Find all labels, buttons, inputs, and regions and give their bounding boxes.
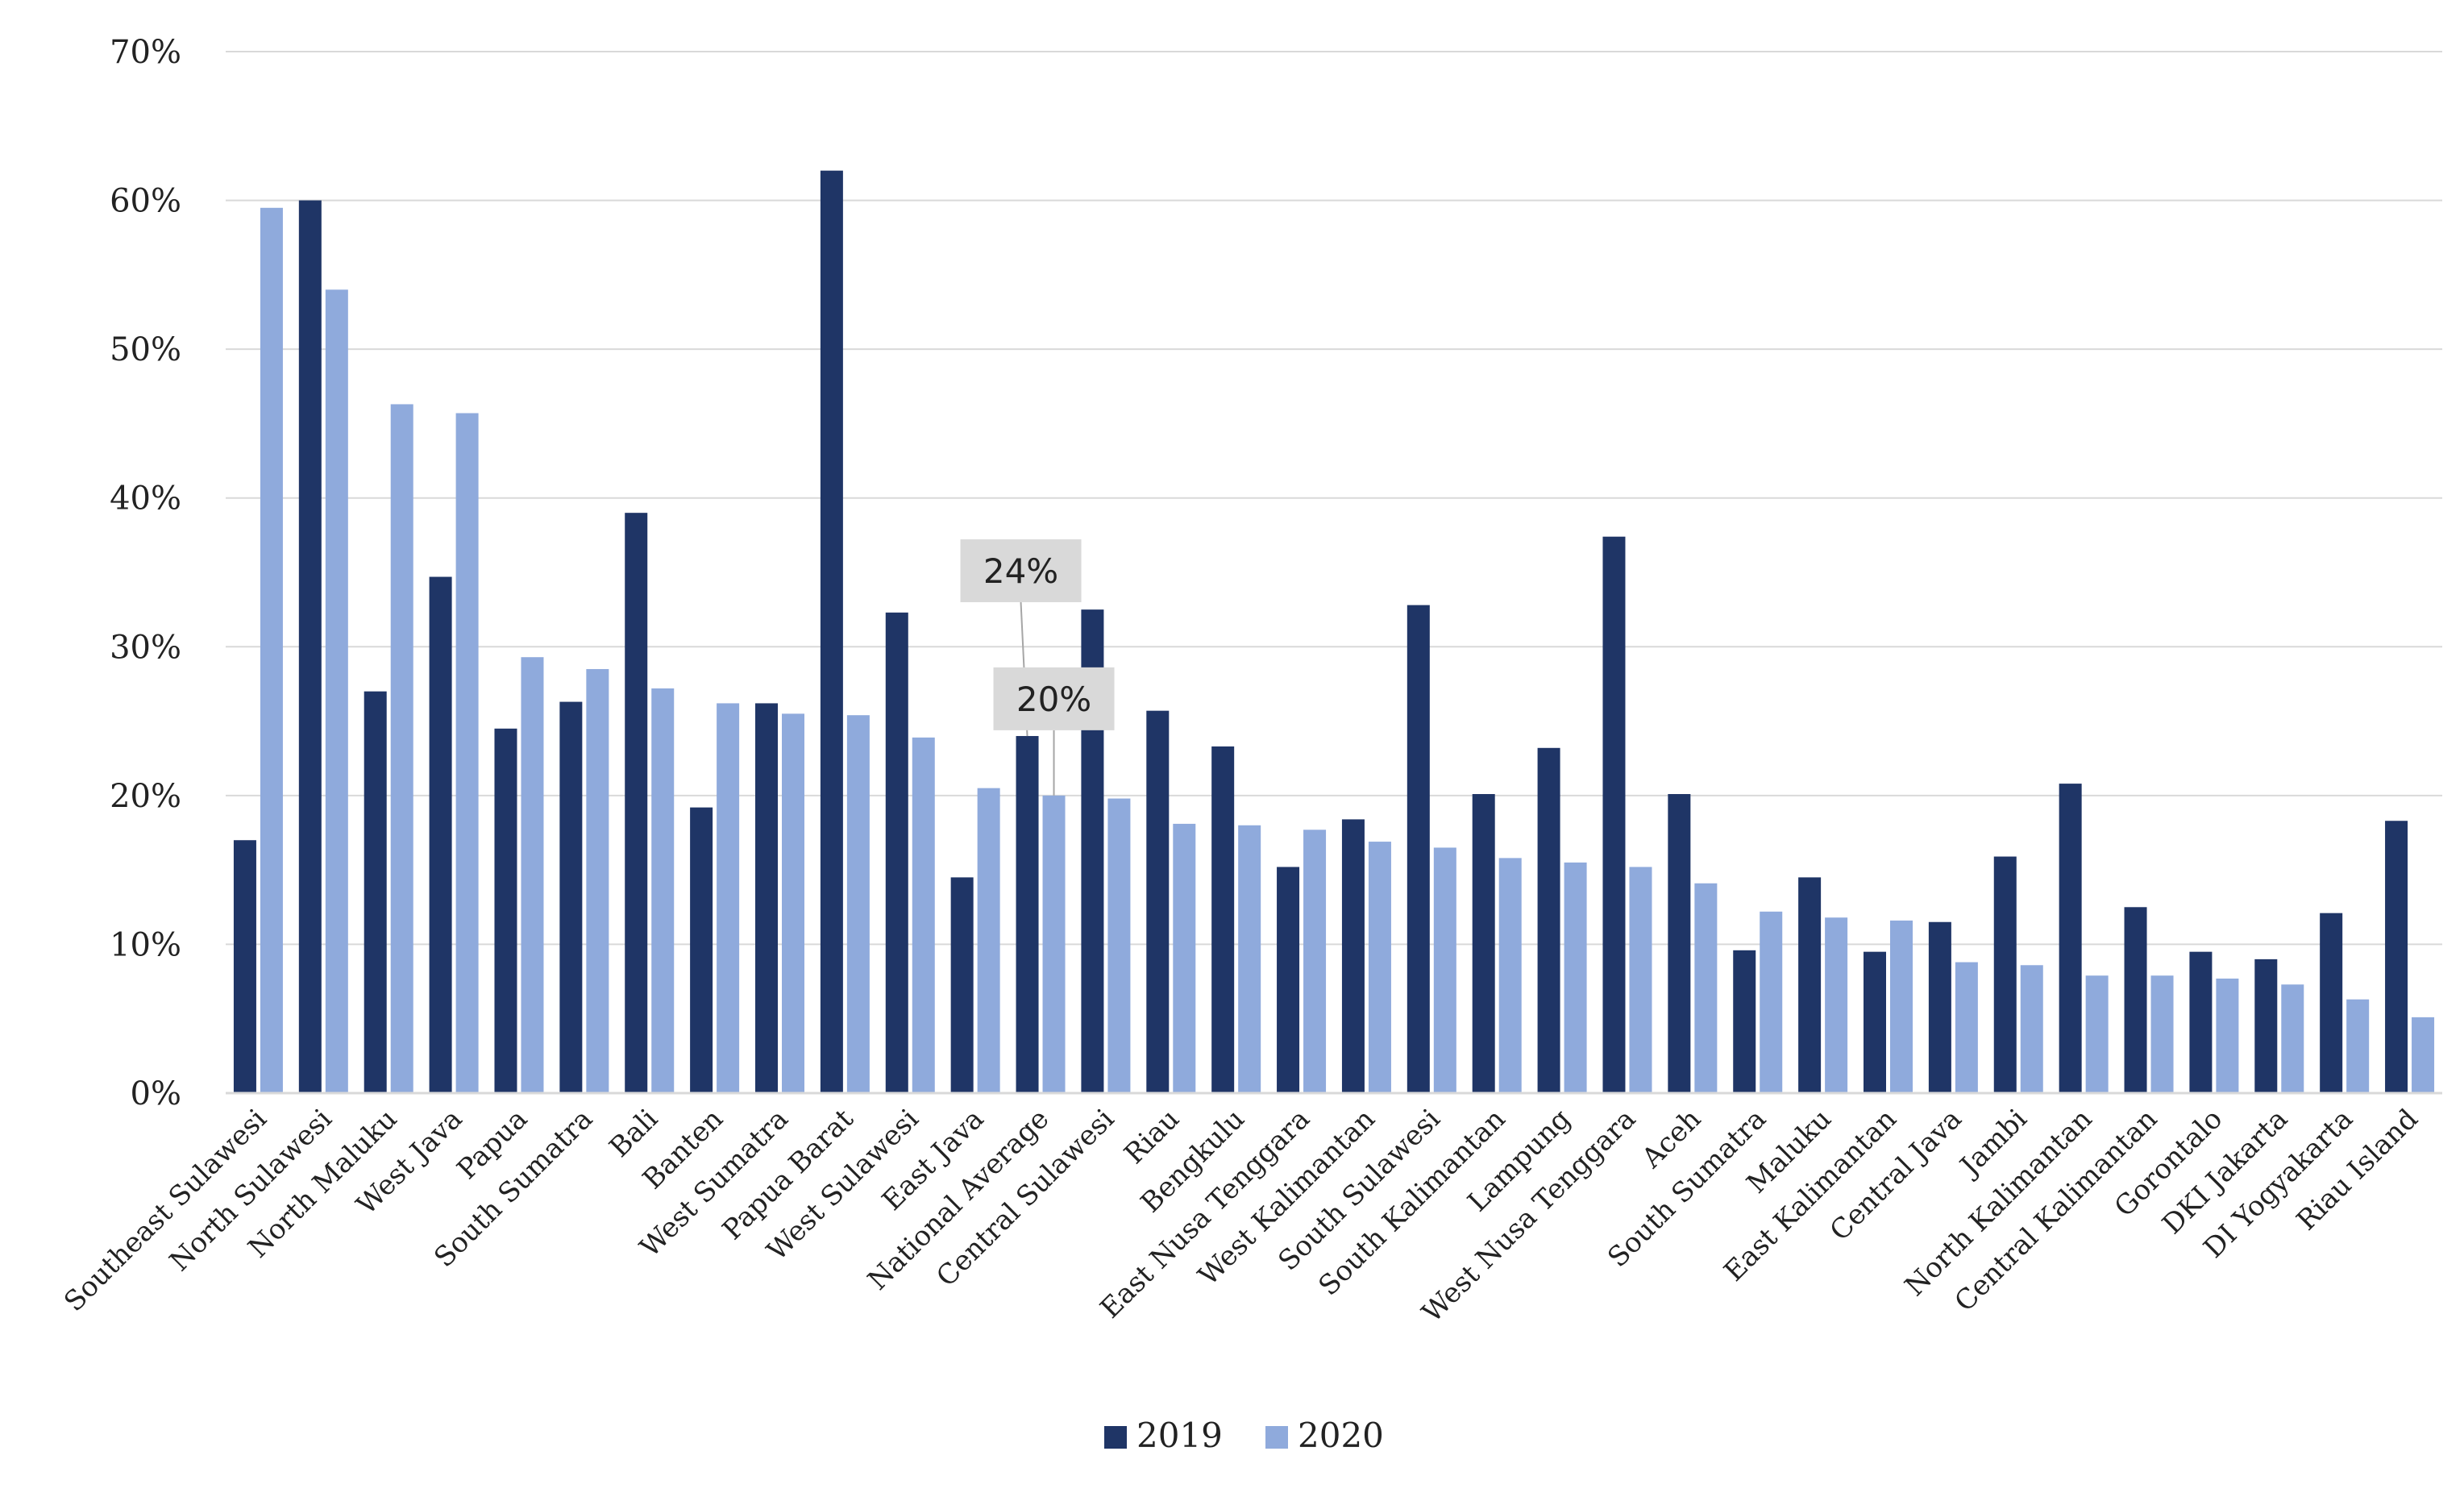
bar-2020 bbox=[260, 207, 283, 1093]
bar-2019 bbox=[2254, 958, 2278, 1093]
bar-2019 bbox=[1864, 951, 1886, 1093]
bar-2020 bbox=[912, 737, 935, 1093]
bar-2020 bbox=[1042, 795, 1066, 1093]
bar-2019 bbox=[429, 576, 452, 1093]
bar-2019 bbox=[1602, 536, 1626, 1093]
bar-2019 bbox=[1798, 877, 1822, 1093]
data-callouts: 24% 20% bbox=[960, 539, 1115, 796]
bar-2020 bbox=[651, 688, 675, 1093]
bar-2019 bbox=[1537, 747, 1560, 1093]
bar-2019 bbox=[1407, 605, 1430, 1093]
callout-box bbox=[993, 667, 1115, 730]
bar-2019 bbox=[1341, 819, 1365, 1093]
bar-2019 bbox=[2320, 913, 2343, 1093]
y-tick-label: 60% bbox=[110, 183, 181, 220]
callout-label: 20% bbox=[1016, 680, 1091, 719]
callout-label: 24% bbox=[983, 551, 1058, 591]
y-axis-tick-labels: 0% 10% 20% 30% 40% 50% 60% 70% bbox=[110, 34, 181, 1112]
y-tick-label: 30% bbox=[110, 629, 181, 666]
bar-2019 bbox=[298, 200, 322, 1094]
bar-2020 bbox=[586, 668, 609, 1093]
bar-2020 bbox=[1173, 823, 1196, 1093]
y-tick-label: 10% bbox=[110, 926, 181, 963]
bar-2020 bbox=[977, 788, 1000, 1093]
bar-2019 bbox=[1993, 856, 2017, 1093]
bar-2020 bbox=[846, 715, 870, 1093]
bar-2020 bbox=[2346, 999, 2370, 1093]
bar-2019 bbox=[2385, 821, 2408, 1093]
bar-2020 bbox=[1368, 842, 1391, 1093]
bar-2019 bbox=[885, 612, 908, 1093]
bar-2019 bbox=[2124, 907, 2147, 1093]
bar-2020 bbox=[325, 289, 348, 1093]
bar-2020 bbox=[1238, 825, 1261, 1093]
bar-2019 bbox=[1472, 794, 1495, 1093]
bar-2020 bbox=[2216, 978, 2239, 1093]
bar-2020 bbox=[1760, 911, 1783, 1093]
bar-2019 bbox=[1277, 867, 1300, 1093]
bar-2020 bbox=[1433, 847, 1456, 1093]
y-tick-label: 20% bbox=[110, 778, 181, 815]
bar-2019 bbox=[690, 807, 713, 1093]
bars bbox=[233, 170, 2435, 1094]
legend-label-2019: 2019 bbox=[1136, 1416, 1223, 1455]
callout-box bbox=[960, 539, 1082, 603]
gridlines bbox=[226, 51, 2442, 946]
bar-2019 bbox=[1733, 950, 1756, 1093]
bar-2020 bbox=[1498, 858, 1522, 1093]
bar-2020 bbox=[1303, 830, 1327, 1093]
bar-2020 bbox=[1629, 867, 1652, 1093]
bar-2020 bbox=[782, 713, 804, 1093]
legend-label-2020: 2020 bbox=[1298, 1416, 1384, 1455]
y-tick-label: 0% bbox=[131, 1075, 181, 1112]
bar-2019 bbox=[364, 691, 387, 1093]
bar-2020 bbox=[2020, 965, 2043, 1093]
bar-2020 bbox=[2281, 984, 2304, 1093]
bar-2020 bbox=[1890, 920, 1913, 1093]
bar-2019 bbox=[820, 170, 843, 1094]
bar-2020 bbox=[1107, 798, 1131, 1093]
y-tick-label: 40% bbox=[110, 480, 181, 518]
bar-2020 bbox=[390, 404, 413, 1093]
bar-2020 bbox=[1564, 862, 1587, 1093]
bar-2019 bbox=[1146, 710, 1170, 1093]
bar-2020 bbox=[1694, 883, 1718, 1093]
bar-2019 bbox=[1668, 794, 1691, 1093]
bar-2020 bbox=[2150, 975, 2174, 1093]
y-tick-label: 70% bbox=[110, 34, 181, 71]
bar-2019 bbox=[1928, 921, 1951, 1093]
bar-2019 bbox=[1016, 736, 1039, 1093]
bar-2019 bbox=[755, 703, 778, 1093]
bar-2019 bbox=[1211, 746, 1235, 1093]
bar-2019 bbox=[233, 840, 256, 1093]
bar-2020 bbox=[717, 703, 740, 1093]
legend: 2019 2020 bbox=[1104, 1416, 1384, 1455]
y-tick-label: 50% bbox=[110, 331, 181, 368]
bar-2020 bbox=[2085, 975, 2109, 1093]
bar-2019 bbox=[2059, 784, 2082, 1093]
bar-2020 bbox=[2412, 1017, 2435, 1093]
legend-swatch-2020 bbox=[1265, 1426, 1288, 1449]
bar-2019 bbox=[625, 513, 648, 1093]
bar-2019 bbox=[494, 728, 517, 1093]
bar-2019 bbox=[2189, 951, 2213, 1093]
bar-2020 bbox=[1825, 917, 1848, 1093]
bar-2020 bbox=[455, 413, 479, 1093]
bar-2020 bbox=[1955, 962, 1978, 1093]
bar-2020 bbox=[521, 657, 544, 1093]
bar-2019 bbox=[950, 877, 974, 1093]
legend-swatch-2019 bbox=[1104, 1426, 1127, 1449]
bar-2019 bbox=[559, 701, 583, 1093]
